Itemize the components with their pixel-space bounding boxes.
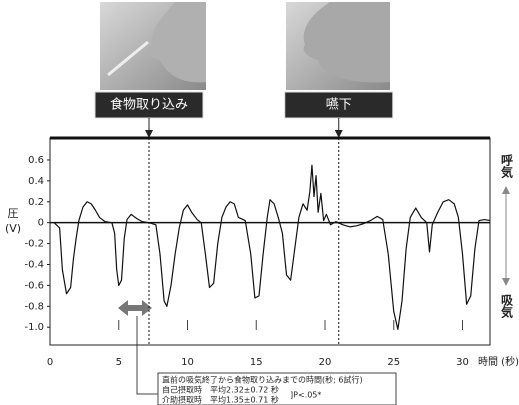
photo-right [286,2,390,90]
x-tick-label: 25 [387,357,400,368]
event-label: 食物取り込み [110,97,188,113]
y-tick-label: 0.4 [28,176,44,187]
x-tick-label: 30 [456,357,469,368]
signal-line [54,165,490,329]
y-tick-label: 0.2 [28,197,44,208]
y-tick-label: -0.6 [24,280,44,291]
y-tick-label: -0.2 [24,239,44,250]
y-tick-label: 0.6 [28,155,44,166]
x-tick-label: 0 [47,357,53,368]
y-axis-label: 圧 [8,207,19,220]
note-title: 直前の吸気終了から食物取り込みまでの時間(秒; 6試行) [162,375,363,385]
y-tick-label: 0 [38,218,44,229]
x-tick-label: 20 [319,357,332,368]
y-tick-label: -0.8 [24,301,44,312]
x-tick-label: 5 [116,357,122,368]
connector [137,316,158,394]
lower-side-label: 吸気 [500,294,514,319]
photo-left [100,2,206,90]
note-row: 介助摂取時 平均1.35±0.71 秒 [162,395,279,405]
y-axis-label: (V) [5,222,21,235]
x-axis-label: 時間 (秒) [478,355,519,368]
y-tick-label: -1.0 [24,322,44,333]
upper-side-label: 呼気 [500,153,514,179]
event-label: 嚥下 [326,98,352,113]
x-tick-label: 15 [250,357,263,368]
note-significance: ]P<.05* [290,391,321,400]
chart: 圧 (V) 時間 (秒) 呼気 吸気 直前の吸気終了から食物取り込みまでの時間(… [0,0,519,405]
note-row: 自己摂取時 平均2.32±0.72 秒 [162,385,279,395]
y-tick-label: -0.4 [24,260,44,271]
plot-frame [50,138,490,345]
x-tick-label: 10 [181,357,194,368]
